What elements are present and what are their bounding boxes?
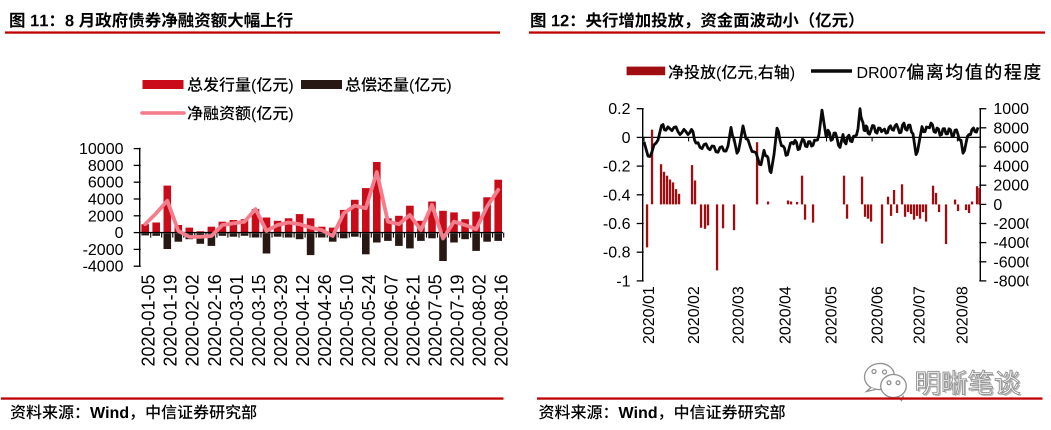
svg-text:2020-08-02: 2020-08-02	[470, 274, 490, 366]
svg-text:2020/06: 2020/06	[869, 286, 886, 344]
svg-text:-1: -1	[616, 273, 630, 290]
svg-text:2000: 2000	[993, 178, 1029, 195]
svg-text:2000: 2000	[88, 208, 124, 225]
svg-text:2020-06-21: 2020-06-21	[403, 274, 423, 366]
svg-text:-0.8: -0.8	[603, 245, 631, 262]
svg-text:2020/04: 2020/04	[778, 286, 795, 344]
svg-text:2020-03-01: 2020-03-01	[227, 274, 247, 366]
svg-text:2020/08: 2020/08	[955, 286, 972, 344]
svg-text:10000: 10000	[79, 141, 124, 158]
svg-text:2020/02: 2020/02	[686, 286, 703, 344]
svg-text:-0.2: -0.2	[603, 159, 631, 176]
svg-text:-2000: -2000	[83, 242, 124, 259]
svg-text:0: 0	[622, 130, 631, 147]
svg-text:2020-02-16: 2020-02-16	[205, 274, 225, 366]
svg-text:2020-07-19: 2020-07-19	[447, 274, 467, 366]
svg-text:2020-08-16: 2020-08-16	[492, 274, 512, 366]
svg-text:2020-03-29: 2020-03-29	[271, 274, 291, 366]
svg-text:-6000: -6000	[993, 254, 1034, 271]
svg-text:-4000: -4000	[83, 259, 124, 276]
svg-text:-2000: -2000	[993, 216, 1034, 233]
svg-text:2020/07: 2020/07	[911, 286, 928, 344]
svg-text:-8000: -8000	[993, 273, 1034, 290]
svg-text:0.2: 0.2	[608, 101, 630, 118]
svg-text:2020-03-15: 2020-03-15	[249, 274, 269, 366]
svg-text:-4000: -4000	[993, 235, 1034, 252]
svg-text:10000: 10000	[993, 101, 1038, 118]
svg-text:2020-06-07: 2020-06-07	[381, 274, 401, 366]
svg-text:6000: 6000	[993, 140, 1029, 157]
svg-text:2020-07-05: 2020-07-05	[425, 274, 445, 366]
svg-text:2020/01: 2020/01	[641, 286, 658, 344]
svg-text:2020-02-02: 2020-02-02	[183, 274, 203, 366]
svg-text:2020-05-10: 2020-05-10	[337, 274, 357, 366]
svg-text:2020/03: 2020/03	[731, 286, 748, 344]
svg-text:2020-01-05: 2020-01-05	[139, 274, 159, 366]
svg-text:2020-04-12: 2020-04-12	[293, 274, 313, 366]
svg-text:4000: 4000	[88, 192, 124, 209]
svg-text:-0.4: -0.4	[603, 187, 631, 204]
svg-text:2020-01-19: 2020-01-19	[161, 274, 181, 366]
svg-text:0: 0	[993, 197, 1002, 214]
svg-text:2020/05: 2020/05	[824, 286, 841, 344]
svg-text:6000: 6000	[88, 175, 124, 192]
svg-text:2020-04-26: 2020-04-26	[315, 274, 335, 366]
svg-text:4000: 4000	[993, 159, 1029, 176]
svg-text:8000: 8000	[993, 120, 1029, 137]
svg-text:-0.6: -0.6	[603, 216, 631, 233]
svg-text:8000: 8000	[88, 158, 124, 175]
svg-text:2020-05-24: 2020-05-24	[359, 274, 379, 366]
svg-text:0: 0	[115, 225, 124, 242]
